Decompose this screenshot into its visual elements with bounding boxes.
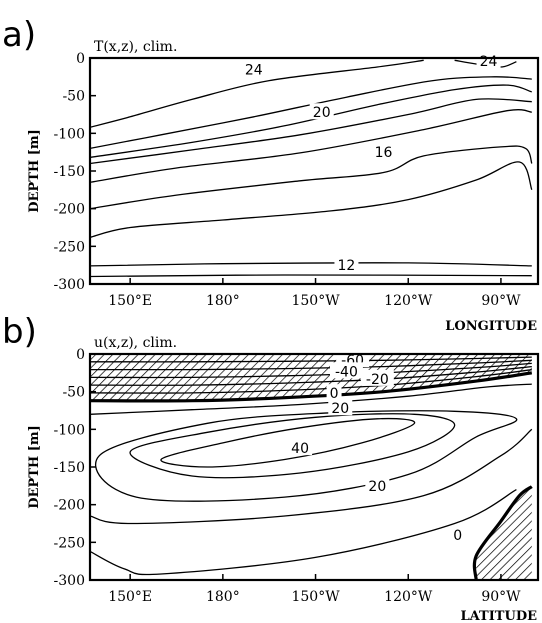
contour-label-bg bbox=[371, 143, 396, 160]
panel-a-y-ticks: 0 -50 -100 -150 -200 -250 -300 bbox=[54, 51, 96, 293]
contour-label-bg bbox=[309, 103, 334, 120]
contour-label: 16 bbox=[375, 145, 393, 161]
contour-line bbox=[90, 98, 532, 165]
y-tick-label: -150 bbox=[54, 460, 85, 476]
contour-label: 20 bbox=[368, 479, 386, 495]
contour-label: 24 bbox=[480, 54, 498, 70]
panel-a-contour-labels: 24 24 20 16 12 bbox=[241, 52, 501, 274]
westward-isotach bbox=[90, 362, 532, 379]
x-tick-label: 150°E bbox=[108, 293, 152, 309]
contour-line bbox=[90, 109, 532, 183]
y-tick-label: -300 bbox=[54, 573, 85, 589]
contour-label: 20 bbox=[331, 401, 349, 417]
contour-line bbox=[90, 76, 532, 150]
contour-label: -40 bbox=[335, 364, 358, 380]
panel-b-frame bbox=[88, 352, 540, 582]
contour-line bbox=[90, 59, 424, 128]
contour-label-bg bbox=[288, 439, 313, 456]
y-tick-label: -50 bbox=[62, 89, 85, 105]
x-tick-label: 150°W bbox=[291, 589, 340, 605]
y-tick-label: -300 bbox=[54, 277, 85, 293]
panel-a-xlabel: LONGITUDE bbox=[445, 319, 537, 334]
panel-a-letter: a) bbox=[2, 15, 36, 55]
contour-label: -20 bbox=[366, 372, 389, 388]
contour-line bbox=[94, 410, 518, 502]
y-tick-label: -50 bbox=[62, 385, 85, 401]
panel-b-ylabel: DEPTH [m] bbox=[27, 425, 42, 509]
contour-line bbox=[90, 489, 517, 576]
x-tick-label: 180° bbox=[206, 589, 240, 605]
contour-line bbox=[90, 428, 533, 525]
zero-contour-deep bbox=[472, 485, 533, 580]
contour-label-bg bbox=[241, 60, 266, 77]
panel-a: a) T(x,z), clim. DEPTH [m] LONGITUDE 0 -5… bbox=[2, 15, 540, 334]
x-tick-label: 180° bbox=[206, 293, 240, 309]
contour-line bbox=[160, 417, 416, 468]
westward-isotach bbox=[90, 359, 532, 371]
x-tick-label: 90°W bbox=[481, 293, 521, 309]
contour-label: 24 bbox=[245, 62, 263, 78]
contour-label-bg bbox=[365, 476, 390, 493]
contour-label: 40 bbox=[291, 441, 309, 457]
panel-b-xlabel: LATITUDE bbox=[461, 609, 538, 623]
y-tick-label: -200 bbox=[54, 498, 85, 514]
y-tick-label: -250 bbox=[54, 239, 85, 255]
contour-label: 12 bbox=[338, 258, 356, 274]
panel-b-title: u(x,z), clim. bbox=[94, 335, 177, 351]
panel-a-ylabel: DEPTH [m] bbox=[27, 129, 42, 213]
y-tick-label: -100 bbox=[54, 422, 85, 438]
y-tick-label: -250 bbox=[54, 535, 85, 551]
y-tick-label: 0 bbox=[76, 51, 85, 67]
contour-line bbox=[90, 161, 533, 238]
panel-a-title: T(x,z), clim. bbox=[94, 39, 177, 55]
westward-isotach bbox=[90, 356, 532, 363]
contour-line bbox=[90, 371, 533, 403]
panel-b-westward-regions bbox=[90, 354, 532, 580]
y-tick-label: -100 bbox=[54, 126, 85, 142]
panel-a-x-ticks: 150°E 180° 150°W 120°W 90°W bbox=[108, 278, 521, 309]
westward-isotach bbox=[90, 365, 532, 386]
contour-label-bg bbox=[329, 362, 363, 379]
westward-isotach bbox=[90, 369, 532, 394]
panel-a-contours bbox=[90, 59, 533, 278]
panel-a-frame bbox=[88, 56, 540, 286]
westward-region bbox=[476, 486, 532, 580]
panel-b-x-ticks: 150°E 180° 150°W 120°W 90°W bbox=[108, 574, 521, 605]
y-tick-label: 0 bbox=[76, 347, 85, 363]
contour-label-bg bbox=[334, 256, 359, 273]
x-tick-label: 120°W bbox=[384, 293, 433, 309]
contour-label-bg bbox=[360, 369, 394, 386]
contour-label-bg bbox=[450, 525, 466, 542]
contour-line bbox=[90, 274, 532, 278]
panel-b-letter: b) bbox=[2, 312, 37, 352]
x-tick-label: 150°E bbox=[108, 589, 152, 605]
contour-line bbox=[90, 84, 533, 159]
panel-b-contours bbox=[90, 356, 533, 580]
contour-line bbox=[90, 145, 533, 210]
contour-label: 20 bbox=[313, 105, 331, 121]
y-tick-label: -200 bbox=[54, 202, 85, 218]
x-tick-label: 150°W bbox=[291, 293, 340, 309]
panel-b: b) u(x,z), clim. DEPTH [m] LATITUDE 0 -50… bbox=[2, 312, 540, 623]
contour-line bbox=[90, 262, 532, 267]
contour-label: 0 bbox=[330, 386, 339, 402]
x-tick-label: 120°W bbox=[384, 589, 433, 605]
contour-label-bg bbox=[328, 399, 353, 416]
contour-label: 0 bbox=[453, 528, 462, 544]
y-tick-label: -150 bbox=[54, 164, 85, 180]
contour-line bbox=[129, 413, 456, 479]
x-tick-label: 90°W bbox=[481, 589, 521, 605]
contour-label-bg bbox=[476, 52, 501, 69]
contour-label-bg bbox=[326, 384, 342, 401]
